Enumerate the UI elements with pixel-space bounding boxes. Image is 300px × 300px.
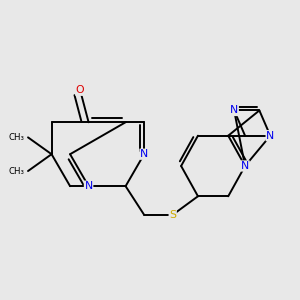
- Text: N: N: [241, 161, 249, 171]
- Text: N: N: [230, 106, 238, 116]
- Text: S: S: [169, 210, 176, 220]
- Text: N: N: [140, 149, 148, 159]
- Text: CH₃: CH₃: [9, 167, 25, 176]
- Text: N: N: [85, 181, 93, 191]
- Text: CH₃: CH₃: [9, 133, 25, 142]
- Text: N: N: [266, 131, 275, 141]
- Text: O: O: [76, 85, 85, 95]
